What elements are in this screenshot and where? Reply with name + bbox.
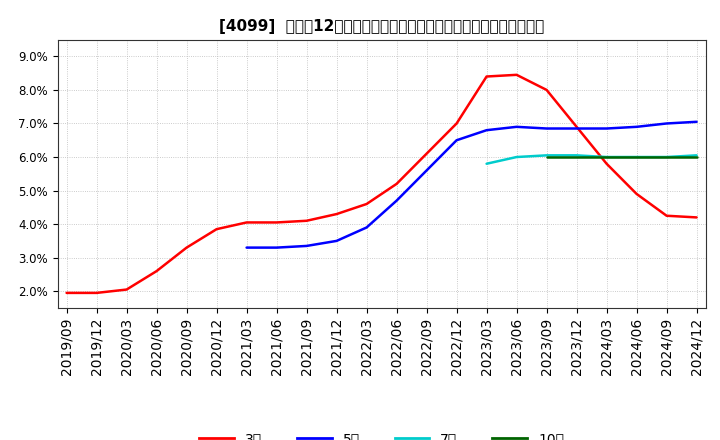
3年 bbox=[182, 245, 191, 250]
3年 bbox=[693, 215, 701, 220]
10年 bbox=[542, 154, 551, 160]
3年 bbox=[333, 211, 341, 216]
3年 bbox=[272, 220, 281, 225]
5年 bbox=[693, 119, 701, 125]
5年 bbox=[542, 126, 551, 131]
3年 bbox=[92, 290, 101, 296]
5年 bbox=[272, 245, 281, 250]
3年 bbox=[212, 227, 221, 232]
7年 bbox=[632, 154, 641, 160]
3年 bbox=[392, 181, 401, 187]
5年 bbox=[632, 124, 641, 129]
3年 bbox=[422, 151, 431, 156]
5年 bbox=[333, 238, 341, 244]
5年 bbox=[602, 126, 611, 131]
5年 bbox=[392, 198, 401, 203]
7年 bbox=[572, 153, 581, 158]
3年 bbox=[153, 268, 161, 274]
3年 bbox=[482, 74, 491, 79]
5年 bbox=[513, 124, 521, 129]
3年 bbox=[302, 218, 311, 224]
3年 bbox=[662, 213, 671, 218]
10年 bbox=[693, 154, 701, 160]
10年 bbox=[572, 154, 581, 160]
7年 bbox=[693, 153, 701, 158]
3年 bbox=[572, 124, 581, 129]
3年 bbox=[513, 72, 521, 77]
3年 bbox=[452, 121, 461, 126]
7年 bbox=[482, 161, 491, 166]
3年 bbox=[362, 202, 371, 207]
3年 bbox=[632, 191, 641, 197]
3年 bbox=[242, 220, 251, 225]
Line: 7年: 7年 bbox=[487, 155, 697, 164]
3年 bbox=[542, 87, 551, 92]
7年 bbox=[662, 154, 671, 160]
Line: 5年: 5年 bbox=[246, 122, 697, 248]
Line: 3年: 3年 bbox=[66, 75, 697, 293]
5年 bbox=[572, 126, 581, 131]
5年 bbox=[482, 128, 491, 133]
10年 bbox=[602, 154, 611, 160]
3年 bbox=[122, 287, 131, 292]
3年 bbox=[62, 290, 71, 296]
10年 bbox=[632, 154, 641, 160]
5年 bbox=[242, 245, 251, 250]
10年 bbox=[662, 154, 671, 160]
5年 bbox=[452, 138, 461, 143]
Legend: 3年, 5年, 7年, 10年: 3年, 5年, 7年, 10年 bbox=[194, 426, 570, 440]
5年 bbox=[422, 168, 431, 173]
5年 bbox=[302, 243, 311, 249]
3年 bbox=[602, 161, 611, 166]
7年 bbox=[542, 153, 551, 158]
5年 bbox=[662, 121, 671, 126]
5年 bbox=[362, 225, 371, 230]
7年 bbox=[602, 154, 611, 160]
7年 bbox=[513, 154, 521, 160]
Title: [4099]  売上高12か月移動合計の対前年同期増減率の標準偏差の推移: [4099] 売上高12か月移動合計の対前年同期増減率の標準偏差の推移 bbox=[219, 19, 544, 34]
